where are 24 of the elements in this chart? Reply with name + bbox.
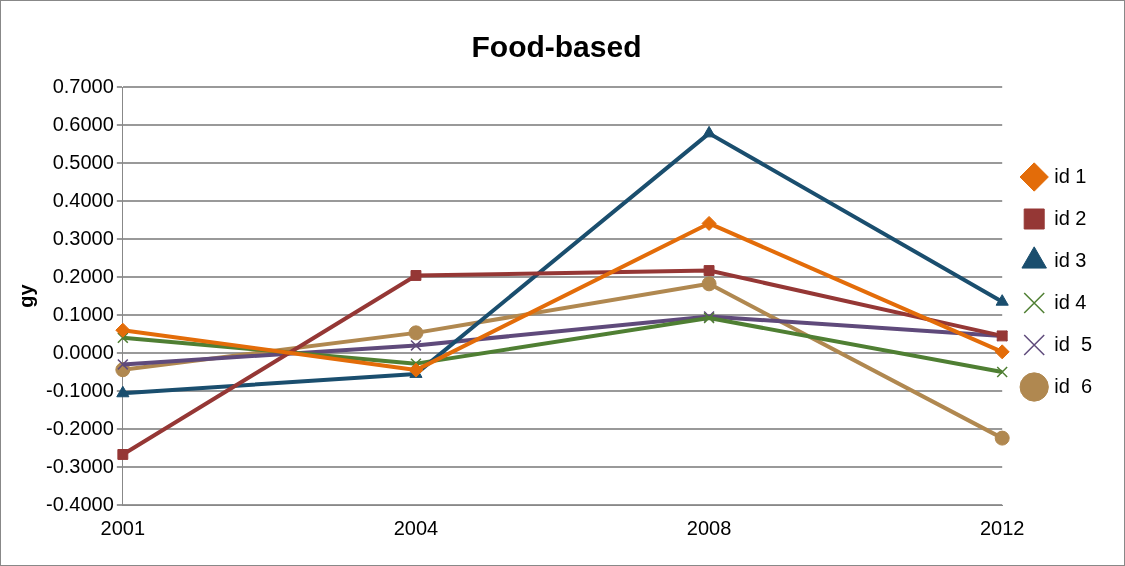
x-tick-label: 2012 bbox=[979, 516, 1025, 539]
y-tick-label: 0.1000 bbox=[52, 302, 114, 325]
y-tick-label: 0.6000 bbox=[52, 112, 114, 135]
legend-label: id 6 bbox=[1054, 374, 1093, 397]
y-tick-label: -0.3000 bbox=[45, 454, 114, 477]
legend-label: id 3 bbox=[1054, 248, 1087, 271]
y-tick-label: 0.5000 bbox=[52, 150, 114, 173]
y-tick-label: -0.1000 bbox=[45, 378, 114, 401]
legend-label: id 4 bbox=[1054, 290, 1087, 313]
y-tick-label: 0.7000 bbox=[52, 74, 114, 97]
x-tick-label: 2008 bbox=[686, 516, 732, 539]
legend-label: id 1 bbox=[1054, 164, 1087, 187]
x-tick-label: 2004 bbox=[393, 516, 439, 539]
chart-title: Food-based bbox=[471, 30, 642, 64]
y-tick-label: 0.2000 bbox=[52, 264, 114, 287]
y-tick-label: -0.2000 bbox=[45, 416, 114, 439]
y-tick-label: -0.4000 bbox=[45, 492, 114, 515]
legend-label: id 2 bbox=[1054, 206, 1087, 229]
y-tick-label: 0.0000 bbox=[52, 340, 114, 363]
y-tick-label: 0.3000 bbox=[52, 226, 114, 249]
legend-label: id 5 bbox=[1054, 332, 1093, 355]
y-tick-label: 0.4000 bbox=[52, 188, 114, 211]
y-axis-title: gy bbox=[14, 283, 37, 308]
x-tick-label: 2001 bbox=[100, 516, 146, 539]
